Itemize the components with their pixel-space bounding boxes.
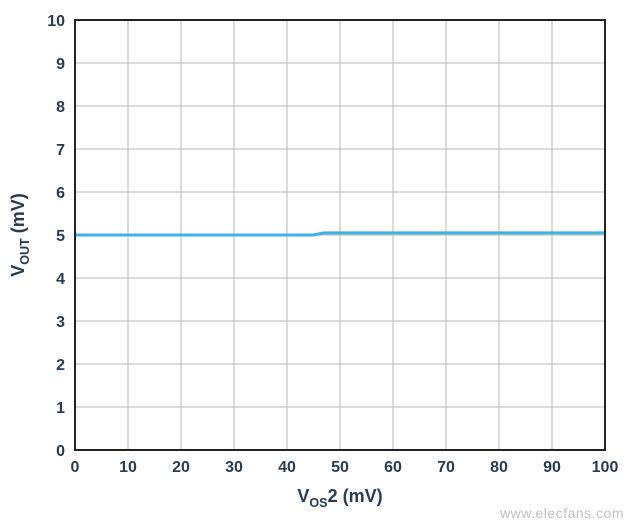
y-tick-label: 3 <box>56 314 65 331</box>
x-tick-label: 20 <box>172 459 190 476</box>
x-tick-label: 50 <box>331 459 349 476</box>
y-tick-label: 5 <box>56 228 65 245</box>
x-tick-label: 0 <box>71 459 80 476</box>
y-tick-label: 8 <box>56 99 65 116</box>
y-tick-label: 4 <box>56 271 65 288</box>
chart-container: 0102030405060708090100012345678910VOS2 (… <box>0 0 632 525</box>
x-tick-label: 30 <box>225 459 243 476</box>
y-tick-label: 0 <box>56 443 65 460</box>
x-tick-label: 10 <box>119 459 137 476</box>
line-chart: 0102030405060708090100012345678910VOS2 (… <box>0 0 632 525</box>
y-tick-label: 7 <box>56 142 65 159</box>
y-tick-label: 9 <box>56 56 65 73</box>
x-tick-label: 100 <box>592 459 619 476</box>
y-tick-label: 2 <box>56 357 65 374</box>
x-tick-label: 80 <box>490 459 508 476</box>
chart-bg <box>0 0 632 525</box>
x-tick-label: 70 <box>437 459 455 476</box>
x-tick-label: 40 <box>278 459 296 476</box>
y-tick-label: 6 <box>56 185 65 202</box>
y-tick-label: 10 <box>47 13 65 30</box>
x-tick-label: 60 <box>384 459 402 476</box>
x-tick-label: 90 <box>543 459 561 476</box>
y-tick-label: 1 <box>56 400 65 417</box>
